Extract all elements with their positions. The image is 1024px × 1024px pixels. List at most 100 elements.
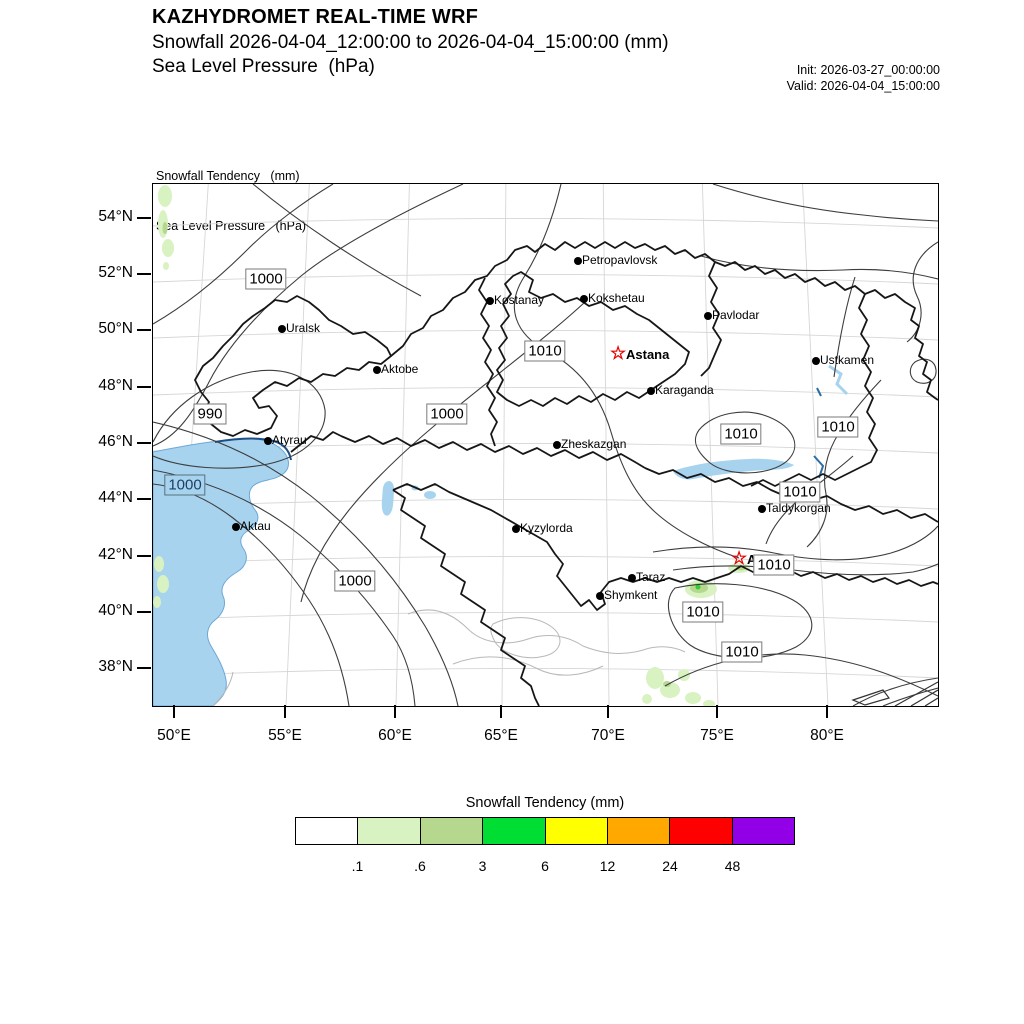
colorbar-tick-label: 48 (724, 858, 741, 874)
caspian-sea (153, 438, 289, 706)
lat-tick (137, 555, 151, 557)
init-time: Init: 2026-03-27_00:00:00 (796, 63, 940, 77)
city-dot-marker (758, 505, 766, 513)
lat-label: 42°N (98, 546, 133, 563)
map-artwork (153, 184, 938, 706)
city-label: Zheskazgan (561, 437, 627, 451)
isobar-value-label: 1010 (721, 641, 763, 663)
lon-label: 80°E (810, 727, 844, 744)
city-dot-marker (512, 525, 520, 533)
irtysh-lakes (828, 364, 849, 396)
lon-label: 55°E (268, 727, 302, 744)
city-dot-marker (232, 523, 240, 531)
city-dot-marker (373, 366, 381, 374)
city-label: Aktobe (381, 362, 419, 376)
city-dot-marker (647, 387, 655, 395)
snowfall-shading (153, 185, 750, 706)
page-subtitle-snowfall: Snowfall 2026-04-04_12:00:00 to 2026-04-… (152, 32, 669, 53)
colorbar-box (545, 818, 608, 844)
isobar-value-label: 1000 (334, 570, 376, 592)
lat-tick (137, 386, 151, 388)
city-dot-marker (812, 357, 820, 365)
lat-tick (137, 611, 151, 613)
city-dot-marker (580, 295, 588, 303)
colorbar-tick-label: .1 (351, 858, 364, 874)
map-canvas (152, 183, 939, 707)
colorbar-box (296, 818, 359, 844)
lat-label: 46°N (98, 433, 133, 450)
lat-tick (137, 442, 151, 444)
isobar-value-label: 1000 (245, 268, 287, 290)
city-dot-marker (574, 257, 582, 265)
colorbar-box (670, 818, 733, 844)
city-dot-marker (704, 312, 712, 320)
colorbar-tick-label: 3 (478, 858, 487, 874)
lat-tick (137, 329, 151, 331)
page-title: KAZHYDROMET REAL-TIME WRF (152, 6, 479, 28)
lon-tick (284, 705, 286, 718)
lon-tick (394, 705, 396, 718)
lon-label: 50°E (157, 727, 191, 744)
lon-tick (500, 705, 502, 718)
lat-tick (137, 273, 151, 275)
city-label: Taldykorgan (766, 501, 831, 515)
colorbar-title: Snowfall Tendency (mm) (465, 795, 625, 811)
colorbar (295, 817, 795, 845)
city-label: Taraz (636, 570, 666, 584)
city-label: Karaganda (655, 383, 714, 397)
city-dot-marker (553, 441, 561, 449)
colorbar-tick-label: 12 (599, 858, 616, 874)
lat-label: 52°N (98, 264, 133, 281)
lon-tick (716, 705, 718, 718)
city-label: Pavlodar (712, 308, 760, 322)
isobar-value-label: 990 (193, 403, 227, 425)
colorbar-box (732, 818, 794, 844)
lat-label: 48°N (98, 377, 133, 394)
colorbar-box (358, 818, 421, 844)
isobar-value-label: 1010 (779, 481, 821, 503)
lat-tick (137, 217, 151, 219)
isobar-contours (153, 184, 938, 706)
colorbar-tick-label: 24 (662, 858, 678, 874)
city-dot-marker (264, 437, 272, 445)
map-key-line1: Snowfall Tendency (mm) (156, 169, 300, 183)
lon-tick (173, 705, 175, 718)
river-segment (813, 455, 825, 479)
isobar-value-label: 1010 (720, 423, 762, 445)
run-times: Init: 2026-03-27_00:00:00 Valid: 2026-04… (700, 62, 940, 94)
terrain-contours (212, 609, 686, 706)
lat-tick (137, 498, 151, 500)
aral-sea-remnant (381, 481, 395, 516)
city-label: Atyrau (272, 433, 307, 447)
isobar-value-label: 1010 (817, 416, 859, 438)
city-label: Uralsk (286, 321, 321, 335)
aral-sea-remnant (424, 491, 436, 499)
city-star-marker: ☆ (731, 548, 748, 568)
lon-label: 60°E (378, 727, 412, 744)
page-subtitle-pressure: Sea Level Pressure (hPa) (152, 56, 375, 77)
city-dot-marker (486, 297, 494, 305)
colorbar-box (483, 818, 546, 844)
lat-label: 54°N (98, 208, 133, 225)
city-label: Kokshetau (588, 291, 645, 305)
city-label: Shymkent (604, 588, 658, 602)
isobar-value-label: 1000 (426, 403, 468, 425)
isobar-value-label: 1010 (682, 601, 724, 623)
colorbar-box (420, 818, 484, 844)
admin-borders (194, 241, 938, 706)
lon-tick (607, 705, 609, 718)
lon-label: 65°E (484, 727, 518, 744)
valid-time: Valid: 2026-04-04_15:00:00 (786, 79, 940, 93)
river-segment (816, 387, 822, 397)
lat-label: 44°N (98, 489, 133, 506)
isobar-value-label: 1000 (164, 474, 206, 496)
lat-label: 40°N (98, 602, 133, 619)
city-label: Astana (626, 347, 670, 362)
snowfall-max-spot (695, 584, 701, 590)
city-label: Kyzylorda (520, 521, 573, 535)
city-star-marker: ☆ (610, 343, 627, 363)
relief-hatching (851, 681, 938, 706)
lat-tick (137, 667, 151, 669)
lat-label: 38°N (98, 658, 133, 675)
